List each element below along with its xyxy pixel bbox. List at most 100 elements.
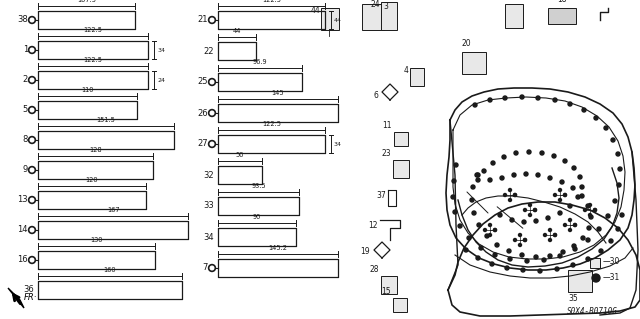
Circle shape bbox=[475, 173, 479, 177]
Circle shape bbox=[534, 209, 536, 211]
Bar bbox=[321, 8, 339, 30]
Bar bbox=[381, 2, 397, 30]
Circle shape bbox=[546, 216, 550, 220]
Circle shape bbox=[586, 257, 590, 261]
Circle shape bbox=[210, 266, 214, 270]
Bar bbox=[393, 160, 409, 178]
Circle shape bbox=[573, 247, 577, 251]
Circle shape bbox=[473, 103, 477, 107]
Text: 120: 120 bbox=[86, 177, 99, 183]
Circle shape bbox=[30, 78, 34, 82]
Bar bbox=[362, 4, 384, 30]
Circle shape bbox=[568, 228, 572, 232]
Circle shape bbox=[476, 173, 480, 177]
Circle shape bbox=[568, 219, 572, 221]
Circle shape bbox=[479, 246, 483, 250]
Circle shape bbox=[540, 151, 544, 155]
Circle shape bbox=[512, 173, 516, 177]
Text: 38: 38 bbox=[17, 16, 28, 25]
Circle shape bbox=[568, 204, 572, 208]
Circle shape bbox=[586, 238, 590, 242]
Circle shape bbox=[616, 227, 620, 231]
Text: 44: 44 bbox=[233, 28, 241, 34]
Text: 15: 15 bbox=[381, 287, 391, 296]
Circle shape bbox=[209, 109, 216, 116]
Circle shape bbox=[529, 204, 531, 206]
Circle shape bbox=[520, 95, 524, 99]
Bar bbox=[590, 258, 600, 268]
Bar bbox=[393, 298, 407, 312]
Circle shape bbox=[572, 166, 576, 170]
Circle shape bbox=[507, 249, 511, 253]
Circle shape bbox=[29, 47, 35, 54]
Text: 28: 28 bbox=[369, 265, 379, 274]
Circle shape bbox=[495, 243, 499, 247]
Circle shape bbox=[471, 185, 475, 189]
Text: —31: —31 bbox=[603, 273, 620, 283]
Circle shape bbox=[561, 250, 565, 254]
Circle shape bbox=[542, 258, 546, 262]
Circle shape bbox=[568, 102, 572, 106]
Text: 19: 19 bbox=[360, 248, 370, 256]
Text: —30: —30 bbox=[603, 257, 620, 266]
Circle shape bbox=[534, 255, 538, 259]
Circle shape bbox=[452, 179, 456, 183]
Circle shape bbox=[467, 236, 471, 240]
Circle shape bbox=[563, 194, 566, 197]
Bar bbox=[394, 132, 408, 146]
Circle shape bbox=[592, 274, 600, 282]
Circle shape bbox=[502, 155, 506, 159]
Circle shape bbox=[30, 138, 34, 142]
Circle shape bbox=[599, 249, 603, 253]
Circle shape bbox=[488, 178, 492, 182]
Text: 8: 8 bbox=[22, 136, 28, 145]
Text: 4: 4 bbox=[403, 66, 408, 75]
Circle shape bbox=[558, 211, 562, 215]
Text: 24: 24 bbox=[371, 0, 380, 9]
Circle shape bbox=[554, 194, 557, 197]
Circle shape bbox=[210, 18, 214, 22]
Circle shape bbox=[548, 239, 552, 241]
Circle shape bbox=[29, 197, 35, 204]
Circle shape bbox=[30, 198, 34, 202]
Circle shape bbox=[488, 98, 492, 102]
Text: 3: 3 bbox=[383, 2, 388, 11]
Circle shape bbox=[527, 150, 531, 154]
Text: 27: 27 bbox=[197, 139, 208, 149]
Circle shape bbox=[29, 17, 35, 24]
Polygon shape bbox=[8, 288, 24, 308]
Circle shape bbox=[29, 226, 35, 234]
Circle shape bbox=[594, 116, 598, 120]
Circle shape bbox=[209, 78, 216, 85]
Circle shape bbox=[210, 80, 214, 84]
Circle shape bbox=[589, 204, 591, 206]
Circle shape bbox=[586, 204, 590, 208]
Circle shape bbox=[606, 214, 610, 218]
Circle shape bbox=[597, 227, 601, 231]
Text: 44: 44 bbox=[310, 6, 320, 15]
Circle shape bbox=[30, 228, 34, 232]
Text: 33: 33 bbox=[204, 202, 214, 211]
Circle shape bbox=[29, 107, 35, 114]
Circle shape bbox=[482, 169, 486, 173]
Circle shape bbox=[529, 213, 531, 217]
Circle shape bbox=[505, 266, 509, 270]
Text: 35: 35 bbox=[568, 294, 578, 303]
Circle shape bbox=[485, 234, 489, 238]
Circle shape bbox=[573, 224, 577, 226]
Circle shape bbox=[30, 108, 34, 112]
Text: 11: 11 bbox=[383, 121, 392, 130]
Text: 18: 18 bbox=[557, 0, 567, 4]
Bar bbox=[505, 4, 523, 28]
Circle shape bbox=[477, 223, 481, 227]
Circle shape bbox=[513, 194, 516, 197]
Circle shape bbox=[560, 180, 564, 184]
Text: 12: 12 bbox=[369, 221, 378, 231]
Circle shape bbox=[524, 209, 527, 211]
Text: 14: 14 bbox=[17, 226, 28, 234]
Circle shape bbox=[472, 211, 476, 215]
Text: S0X4-B0710G: S0X4-B0710G bbox=[567, 308, 618, 316]
Circle shape bbox=[558, 254, 562, 258]
Circle shape bbox=[584, 209, 586, 211]
Text: 23: 23 bbox=[381, 149, 391, 158]
